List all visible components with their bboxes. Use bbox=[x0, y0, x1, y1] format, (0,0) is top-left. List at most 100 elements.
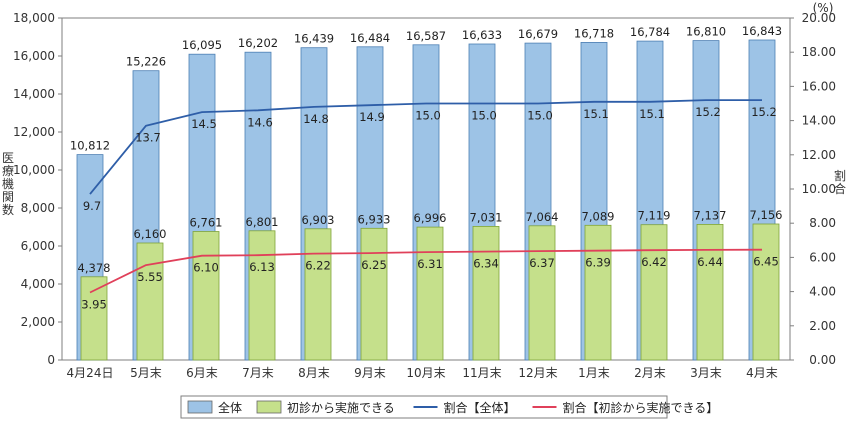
data-label-total: 16,439 bbox=[294, 32, 334, 46]
data-label-first-visit: 6,933 bbox=[358, 212, 391, 226]
data-label-ratio-total: 14.9 bbox=[359, 110, 385, 124]
data-label-first-visit: 7,064 bbox=[526, 210, 559, 224]
data-label-ratio-total: 15.2 bbox=[751, 105, 777, 119]
data-label-ratio-total: 9.7 bbox=[83, 199, 101, 213]
data-label-ratio-total: 14.8 bbox=[303, 112, 329, 126]
right-tick-label: 16.00 bbox=[802, 79, 836, 93]
data-label-total: 16,484 bbox=[350, 31, 390, 45]
data-label-ratio-first-visit: 6.42 bbox=[641, 255, 667, 269]
line-ratio-total bbox=[89, 99, 762, 195]
data-label-first-visit: 7,031 bbox=[470, 210, 503, 224]
right-tick-label: 6.00 bbox=[809, 250, 836, 264]
y2-axis-title-char: 合 bbox=[834, 181, 846, 196]
right-tick-label: 20.00 bbox=[802, 11, 836, 25]
data-label-total: 16,843 bbox=[742, 24, 782, 38]
data-label-ratio-total: 14.6 bbox=[247, 115, 273, 129]
bar-first-visit bbox=[80, 276, 108, 361]
left-tick-label: 16,000 bbox=[13, 49, 55, 63]
data-label-ratio-total: 15.1 bbox=[583, 107, 609, 121]
legend: 全体 初診から実施できる 割合【全体】 割合【初診から実施できる】 bbox=[180, 395, 719, 419]
right-tick-label: 14.00 bbox=[802, 114, 836, 128]
right-tick-label: 8.00 bbox=[809, 216, 836, 230]
bars-group bbox=[76, 39, 780, 361]
data-label-ratio-total: 15.1 bbox=[639, 107, 665, 121]
bar-first-visit bbox=[136, 242, 164, 361]
data-label-total: 16,810 bbox=[686, 25, 726, 39]
data-label-ratio-total: 15.0 bbox=[471, 109, 497, 123]
data-label-total: 16,202 bbox=[238, 36, 278, 50]
data-label-ratio-total: 15.0 bbox=[415, 109, 441, 123]
data-label-total: 16,633 bbox=[462, 28, 502, 42]
legend-label: 全体 bbox=[218, 400, 242, 415]
data-label-first-visit: 4,378 bbox=[78, 261, 111, 275]
data-label-ratio-first-visit: 6.44 bbox=[697, 255, 723, 269]
right-tick-label: 0.00 bbox=[809, 353, 836, 367]
data-label-ratio-first-visit: 6.13 bbox=[249, 260, 275, 274]
left-tick-label: 0 bbox=[47, 353, 55, 367]
lines-group bbox=[89, 99, 763, 294]
data-label-first-visit: 7,156 bbox=[750, 208, 783, 222]
data-label-ratio-first-visit: 5.55 bbox=[137, 270, 163, 284]
right-tick-label: 18.00 bbox=[802, 45, 836, 59]
y2-axis-title-char: 割 bbox=[834, 168, 846, 183]
data-label-ratio-first-visit: 3.95 bbox=[81, 298, 107, 312]
legend-label: 初診から実施できる bbox=[287, 400, 395, 415]
bar-first-visit bbox=[752, 223, 780, 361]
data-label-ratio-first-visit: 6.25 bbox=[361, 258, 387, 272]
bar-first-visit bbox=[248, 230, 276, 361]
right-tick-label: 12.00 bbox=[802, 148, 836, 162]
right-tick-label: 2.00 bbox=[809, 319, 836, 333]
labels-group: 10,812 4,378 9.7 3.95 15,226 6,160 13.7 5.55 16,… bbox=[70, 24, 783, 312]
left-tick-label: 12,000 bbox=[13, 125, 55, 139]
y2-axis-title: 割合 bbox=[834, 168, 846, 196]
data-label-ratio-first-visit: 6.39 bbox=[585, 256, 611, 270]
data-label-first-visit: 6,996 bbox=[414, 211, 447, 225]
bar-first-visit bbox=[472, 225, 500, 361]
bar-first-visit bbox=[584, 224, 612, 361]
left-tick-label: 14,000 bbox=[13, 87, 55, 101]
bar-first-visit bbox=[528, 225, 556, 361]
data-label-total: 16,587 bbox=[406, 29, 446, 43]
data-label-total: 15,226 bbox=[126, 55, 166, 69]
data-label-ratio-first-visit: 6.34 bbox=[473, 257, 499, 271]
data-label-ratio-total: 14.5 bbox=[191, 117, 217, 131]
data-label-ratio-total: 15.0 bbox=[527, 109, 553, 123]
data-label-total: 16,718 bbox=[574, 26, 614, 40]
bar-first-visit bbox=[696, 223, 724, 361]
left-tick-label: 18,000 bbox=[13, 11, 55, 25]
right-tick-label: 4.00 bbox=[809, 285, 836, 299]
line-ratio-first-visit bbox=[89, 248, 763, 294]
left-tick-label: 10,000 bbox=[13, 163, 55, 177]
legend-swatch bbox=[256, 400, 282, 414]
legend-label: 割合【全体】 bbox=[444, 400, 516, 415]
x-tick-label: 11月末 bbox=[462, 366, 501, 380]
y-axis-title-char: 関 bbox=[2, 190, 14, 204]
x-tick-label: 9月末 bbox=[354, 366, 386, 380]
bar-first-visit bbox=[640, 224, 668, 361]
x-tick-label: 7月末 bbox=[242, 366, 274, 380]
x-tick-label: 5月末 bbox=[130, 366, 162, 380]
axes-group: 0 2,000 4,000 6,000 8,000 10,000 12,000 14,000 1… bbox=[13, 11, 836, 380]
data-label-ratio-first-visit: 6.45 bbox=[753, 255, 779, 269]
data-label-first-visit: 7,089 bbox=[582, 209, 615, 223]
data-label-total: 16,784 bbox=[630, 25, 670, 39]
data-label-ratio-first-visit: 6.31 bbox=[417, 257, 443, 271]
y-axis-title-char: 機 bbox=[2, 176, 14, 191]
legend-label: 割合【初診から実施できる】 bbox=[563, 400, 719, 415]
bar-first-visit bbox=[416, 226, 444, 361]
y-axis-title-char: 医 bbox=[2, 151, 14, 165]
x-tick-label: 6月末 bbox=[186, 366, 218, 380]
y2-unit-label: (%) bbox=[813, 1, 834, 15]
bar-first-visit bbox=[192, 231, 220, 361]
data-label-first-visit: 6,160 bbox=[134, 227, 167, 241]
data-label-ratio-first-visit: 6.37 bbox=[529, 256, 555, 270]
data-label-first-visit: 6,801 bbox=[246, 215, 279, 229]
data-label-ratio-total: 13.7 bbox=[135, 131, 161, 145]
data-label-first-visit: 6,761 bbox=[190, 216, 223, 230]
left-tick-label: 6,000 bbox=[21, 239, 55, 253]
data-label-total: 10,812 bbox=[70, 139, 110, 153]
x-tick-label: 3月末 bbox=[690, 366, 722, 380]
